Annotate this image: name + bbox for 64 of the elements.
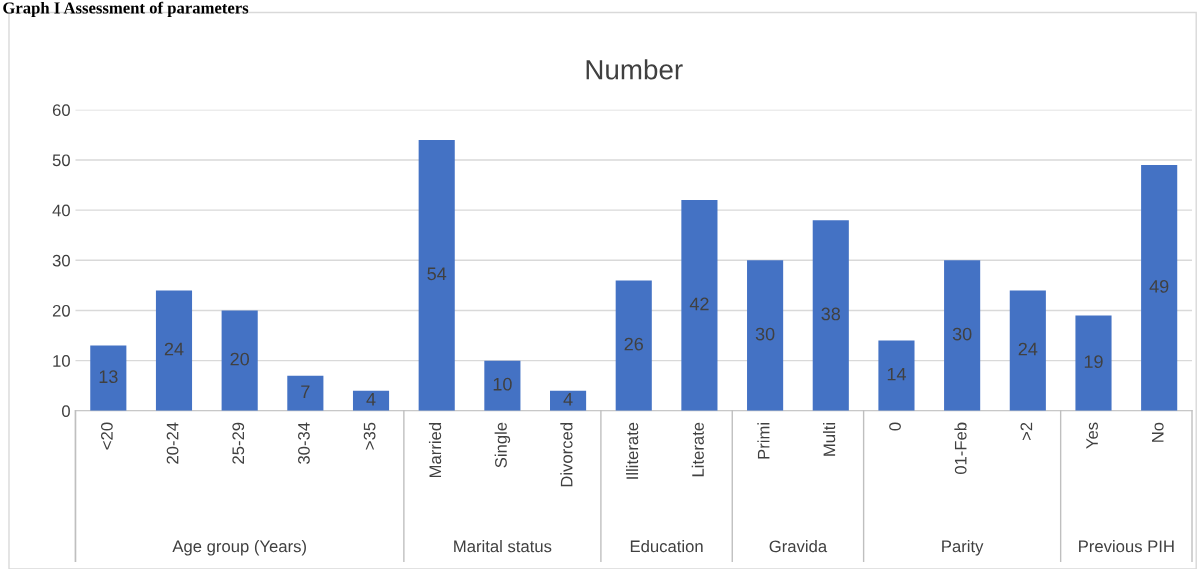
text: Previous PIH (1079, 540, 1174, 553)
text: Marital status (454, 540, 552, 553)
x-tick-label: Yes (1086, 422, 1098, 449)
chart-title: Number (586, 59, 683, 80)
data-label: 30 (952, 327, 972, 341)
x-tick-label: >2 (1020, 422, 1033, 441)
x-tick-label: Divorced (560, 423, 573, 487)
x-tick-label: Multi (823, 423, 836, 456)
bar (90, 345, 127, 411)
x-tick-label: Married (428, 423, 442, 478)
bar (221, 310, 258, 411)
bar (812, 220, 849, 411)
x-tick-label: 0 (889, 422, 901, 431)
text: Education (630, 540, 703, 553)
bar (944, 260, 981, 411)
data-label: 24 (1018, 342, 1038, 356)
text: Gravida (769, 540, 828, 553)
bar (418, 139, 455, 411)
data-label: 10 (493, 377, 512, 391)
y-tick-label: 50 (52, 154, 70, 167)
data-label: 42 (689, 297, 709, 311)
bar (1009, 290, 1046, 411)
bar (1141, 165, 1178, 411)
x-tick-label: No (1152, 422, 1164, 442)
data-label: 26 (624, 337, 643, 351)
text: Age group (Years) (172, 540, 306, 556)
bar (155, 290, 193, 411)
data-label: 13 (99, 370, 118, 384)
x-tick-label: 20-24 (166, 422, 179, 464)
x-tick-label: 01-Feb (954, 422, 967, 475)
data-label: 19 (1084, 355, 1103, 369)
bar (878, 340, 915, 411)
x-tick-label: Literate (691, 422, 704, 477)
data-label: 54 (427, 267, 447, 281)
y-tick-label: 60 (52, 104, 70, 117)
data-label: 20 (230, 352, 250, 366)
data-label: 4 (563, 393, 573, 406)
bar (615, 280, 652, 411)
data-label: 38 (821, 307, 841, 321)
x-tick-label: Primi (757, 423, 770, 459)
bar (484, 360, 521, 411)
y-tick-label: 40 (52, 204, 70, 217)
x-tick-label: <20 (100, 422, 113, 450)
y-tick-label: 0 (62, 405, 70, 418)
text: Graph I Assessment of parameters (3, 1, 249, 17)
y-tick-label: 20 (52, 304, 70, 317)
x-tick-label: Single (494, 422, 511, 468)
data-label: 24 (164, 342, 184, 356)
x-tick-label: Illiterate (625, 422, 639, 479)
x-tick-label: >35 (363, 422, 376, 450)
data-label: 14 (887, 367, 906, 381)
text: Parity (942, 540, 984, 556)
data-label: 49 (1149, 279, 1169, 293)
bar (747, 260, 784, 411)
y-tick-label: 10 (53, 355, 70, 367)
data-label: 7 (301, 385, 310, 398)
x-tick-label: 30-34 (298, 422, 310, 464)
y-tick-label: 30 (52, 254, 70, 267)
x-tick-label: 25-29 (232, 422, 245, 464)
data-label: 4 (366, 393, 376, 406)
bar (1075, 315, 1112, 411)
bar (681, 200, 718, 411)
bar (287, 375, 324, 411)
data-label: 30 (755, 327, 775, 341)
